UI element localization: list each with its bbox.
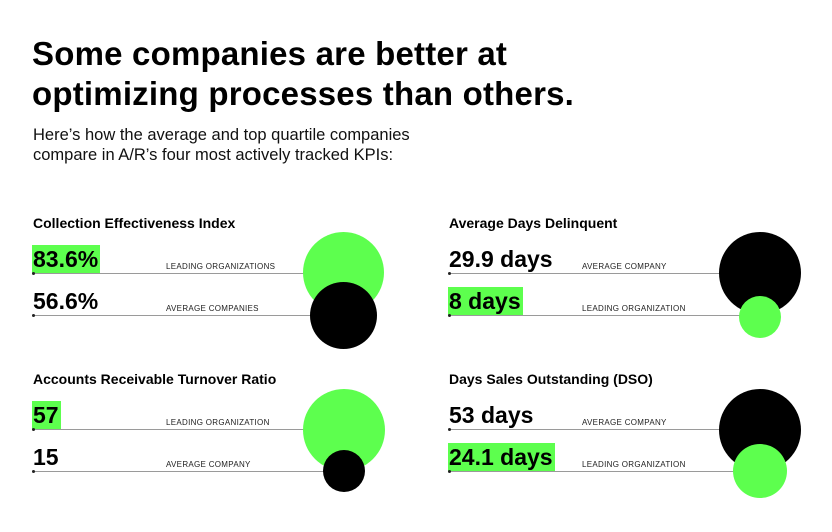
- kpi-label: LEADING ORGANIZATION: [582, 304, 686, 313]
- rule-line: [33, 273, 313, 274]
- rule-dot: [32, 272, 35, 275]
- rule-dot: [448, 470, 451, 473]
- circle-leading: [739, 296, 781, 338]
- kpi-value: 57: [32, 401, 61, 429]
- circle-average: [310, 282, 377, 349]
- kpi-collection-effectiveness: Collection Effectiveness Index 83.6% LEA…: [32, 215, 433, 365]
- kpi-value: 53 days: [449, 402, 534, 428]
- kpi-label: LEADING ORGANIZATIONS: [166, 262, 276, 271]
- kpi-value: 83.6%: [32, 245, 101, 273]
- kpi-row-average: 53 days AVERAGE COMPANY: [448, 399, 724, 431]
- kpi-row-leading: 57 LEADING ORGANIZATION: [32, 399, 308, 431]
- rule-line: [449, 429, 724, 430]
- kpi-label: LEADING ORGANIZATION: [166, 418, 270, 427]
- rule-dot: [32, 470, 35, 473]
- kpi-row-average: 15 AVERAGE COMPANY: [32, 441, 328, 473]
- kpi-days-sales-outstanding: Days Sales Outstanding (DSO) 53 days AVE…: [448, 371, 832, 521]
- rule-dot: [32, 428, 35, 431]
- rule-line: [449, 273, 724, 274]
- rule-line: [33, 315, 318, 316]
- subtitle: Here’s how the average and top quartile …: [33, 125, 633, 165]
- kpi-value: 15: [33, 444, 59, 470]
- kpi-row-average: 56.6% AVERAGE COMPANIES: [32, 285, 318, 317]
- page-title: Some companies are better at optimizing …: [32, 34, 832, 114]
- kpi-label: AVERAGE COMPANIES: [166, 304, 259, 313]
- kpi-label: AVERAGE COMPANY: [166, 460, 251, 469]
- kpi-title: Average Days Delinquent: [449, 215, 618, 231]
- kpi-row-leading: 24.1 days LEADING ORGANIZATION: [448, 441, 739, 473]
- kpi-title: Accounts Receivable Turnover Ratio: [33, 371, 277, 387]
- kpi-average-days-delinquent: Average Days Delinquent 29.9 days AVERAG…: [448, 215, 832, 365]
- kpi-title: Days Sales Outstanding (DSO): [449, 371, 653, 387]
- rule-dot: [448, 272, 451, 275]
- kpi-value: 29.9 days: [449, 246, 553, 272]
- circle-leading: [733, 444, 787, 498]
- title-line-2: optimizing processes than others.: [32, 75, 575, 112]
- kpi-value: 24.1 days: [448, 443, 555, 471]
- circle-average: [323, 450, 365, 492]
- title-line-1: Some companies are better at: [32, 35, 508, 72]
- rule-dot: [448, 314, 451, 317]
- kpi-label: AVERAGE COMPANY: [582, 418, 667, 427]
- rule-line: [449, 471, 739, 472]
- rule-dot: [32, 314, 35, 317]
- subtitle-line-2: compare in A/R’s four most actively trac…: [33, 146, 394, 164]
- rule-line: [33, 429, 308, 430]
- rule-line: [449, 315, 744, 316]
- kpi-row-leading: 8 days LEADING ORGANIZATION: [448, 285, 744, 317]
- kpi-row-leading: 83.6% LEADING ORGANIZATIONS: [32, 243, 313, 275]
- kpi-title: Collection Effectiveness Index: [33, 215, 236, 231]
- subtitle-line-1: Here’s how the average and top quartile …: [33, 126, 410, 144]
- kpi-value: 56.6%: [33, 288, 99, 314]
- kpi-value: 8 days: [448, 287, 523, 315]
- rule-line: [33, 471, 328, 472]
- kpi-label: AVERAGE COMPANY: [582, 262, 667, 271]
- kpi-row-average: 29.9 days AVERAGE COMPANY: [448, 243, 724, 275]
- kpi-label: LEADING ORGANIZATION: [582, 460, 686, 469]
- rule-dot: [448, 428, 451, 431]
- kpi-ar-turnover-ratio: Accounts Receivable Turnover Ratio 57 LE…: [32, 371, 433, 521]
